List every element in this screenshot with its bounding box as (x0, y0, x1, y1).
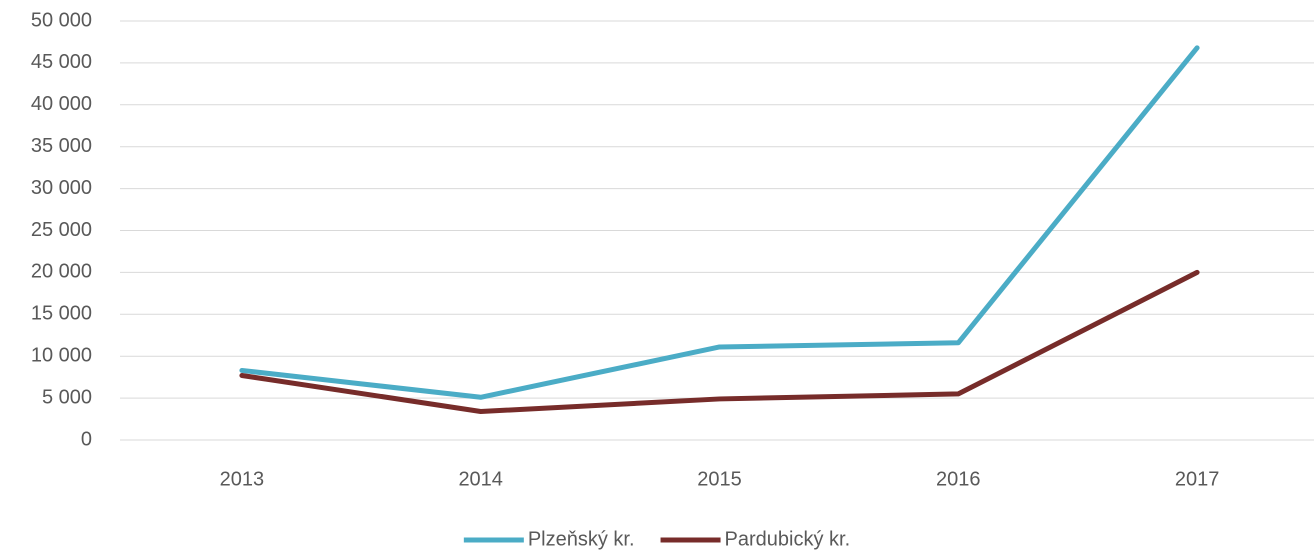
y-tick-label: 30 000 (31, 177, 92, 199)
y-tick-label: 25 000 (31, 219, 92, 241)
series-line (239, 45, 1200, 400)
series-line (239, 269, 1200, 415)
legend-label: Pardubický kr. (725, 528, 851, 550)
y-tick-label: 15 000 (31, 303, 92, 325)
y-tick-label: 10 000 (31, 344, 92, 366)
y-tick-label: 40 000 (31, 93, 92, 115)
y-tick-label: 20 000 (31, 261, 92, 283)
y-tick-label: 50 000 (31, 9, 92, 31)
y-tick-label: 0 (81, 428, 92, 450)
y-tick-label: 5 000 (42, 386, 92, 408)
x-tick-label: 2013 (220, 468, 265, 490)
x-tick-label: 2015 (697, 468, 742, 490)
y-tick-label: 35 000 (31, 135, 92, 157)
legend-label: Plzeňský kr. (528, 528, 635, 550)
x-tick-label: 2017 (1175, 468, 1220, 490)
legend: Plzeňský kr. Pardubický kr. (463, 528, 851, 550)
x-tick-label: 2014 (458, 468, 503, 490)
y-tick-label: 45 000 (31, 51, 92, 73)
x-tick-label: 2016 (936, 468, 981, 490)
